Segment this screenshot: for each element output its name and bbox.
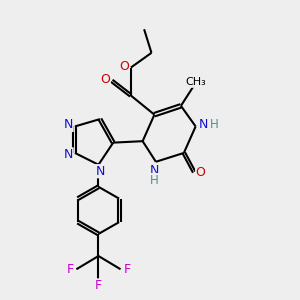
Text: F: F: [95, 279, 102, 292]
Text: O: O: [119, 60, 129, 73]
Text: CH₃: CH₃: [185, 77, 206, 87]
Text: H: H: [209, 118, 218, 131]
Text: F: F: [124, 263, 130, 276]
Text: H: H: [150, 173, 159, 187]
Text: N: N: [95, 165, 105, 178]
Text: N: N: [198, 118, 208, 131]
Text: N: N: [64, 148, 73, 161]
Text: N: N: [64, 118, 73, 131]
Text: O: O: [100, 73, 110, 86]
Text: F: F: [66, 263, 74, 276]
Text: N: N: [150, 164, 159, 176]
Text: O: O: [196, 166, 206, 178]
